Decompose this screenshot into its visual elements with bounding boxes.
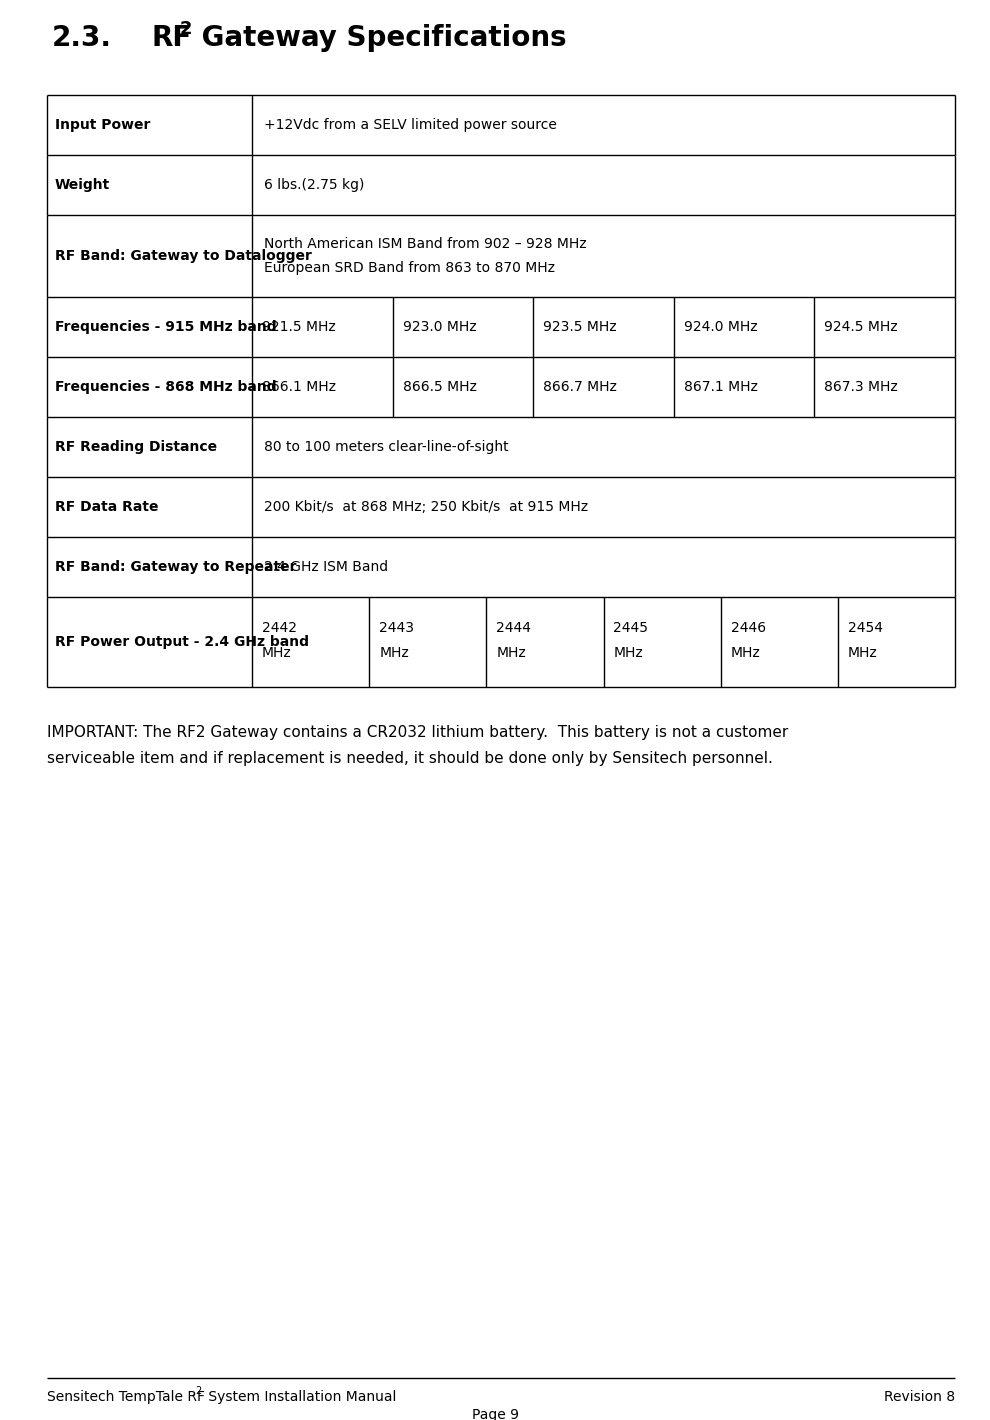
Text: MHz: MHz [262, 646, 292, 660]
Text: Revision 8: Revision 8 [884, 1390, 955, 1404]
Text: 2445: 2445 [614, 622, 648, 636]
Text: 2444: 2444 [496, 622, 532, 636]
Text: Frequencies - 915 MHz band: Frequencies - 915 MHz band [55, 320, 276, 334]
Text: MHz: MHz [379, 646, 409, 660]
Text: North American ISM Band from 902 – 928 MHz: North American ISM Band from 902 – 928 M… [264, 237, 587, 251]
Text: 924.0 MHz: 924.0 MHz [684, 320, 757, 334]
Text: 6 lbs.(2.75 kg): 6 lbs.(2.75 kg) [264, 178, 364, 192]
Text: 2446: 2446 [731, 622, 766, 636]
Text: 2.3.: 2.3. [52, 24, 112, 53]
Text: RF: RF [152, 24, 192, 53]
Text: 867.1 MHz: 867.1 MHz [684, 381, 757, 393]
Text: 924.5 MHz: 924.5 MHz [825, 320, 898, 334]
Text: 867.3 MHz: 867.3 MHz [825, 381, 898, 393]
Text: MHz: MHz [496, 646, 526, 660]
Text: 2: 2 [195, 1386, 201, 1396]
Text: RF Reading Distance: RF Reading Distance [55, 440, 217, 454]
Text: 80 to 100 meters clear-line-of-sight: 80 to 100 meters clear-line-of-sight [264, 440, 509, 454]
Text: Frequencies - 868 MHz band: Frequencies - 868 MHz band [55, 381, 276, 393]
Text: IMPORTANT: The RF2 Gateway contains a CR2032 lithium battery.  This battery is n: IMPORTANT: The RF2 Gateway contains a CR… [47, 726, 788, 740]
Text: 866.7 MHz: 866.7 MHz [544, 381, 617, 393]
Text: 2454: 2454 [847, 622, 883, 636]
Text: Sensitech TempTale RF: Sensitech TempTale RF [47, 1390, 205, 1404]
Text: System Installation Manual: System Installation Manual [204, 1390, 396, 1404]
Text: Page 9: Page 9 [471, 1409, 519, 1420]
Text: European SRD Band from 863 to 870 MHz: European SRD Band from 863 to 870 MHz [264, 261, 555, 275]
Text: 923.0 MHz: 923.0 MHz [403, 320, 476, 334]
Text: MHz: MHz [847, 646, 877, 660]
Text: 2: 2 [180, 20, 192, 38]
Text: RF Band: Gateway to Datalogger: RF Band: Gateway to Datalogger [55, 248, 312, 263]
Text: RF Power Output - 2.4 GHz band: RF Power Output - 2.4 GHz band [55, 635, 309, 649]
Text: 866.1 MHz: 866.1 MHz [262, 381, 336, 393]
Text: serviceable item and if replacement is needed, it should be done only by Sensite: serviceable item and if replacement is n… [47, 751, 773, 765]
Text: Gateway Specifications: Gateway Specifications [192, 24, 566, 53]
Text: 921.5 MHz: 921.5 MHz [262, 320, 336, 334]
Text: 2443: 2443 [379, 622, 414, 636]
Text: 200 Kbit/s  at 868 MHz; 250 Kbit/s  at 915 MHz: 200 Kbit/s at 868 MHz; 250 Kbit/s at 915… [264, 500, 588, 514]
Text: Input Power: Input Power [55, 118, 150, 132]
Text: 923.5 MHz: 923.5 MHz [544, 320, 617, 334]
Text: RF Band: Gateway to Repeater: RF Band: Gateway to Repeater [55, 559, 296, 574]
Text: 866.5 MHz: 866.5 MHz [403, 381, 476, 393]
Text: Weight: Weight [55, 178, 110, 192]
Text: +12Vdc from a SELV limited power source: +12Vdc from a SELV limited power source [264, 118, 556, 132]
Text: MHz: MHz [614, 646, 644, 660]
Text: MHz: MHz [731, 646, 760, 660]
Text: 2442: 2442 [262, 622, 297, 636]
Text: RF Data Rate: RF Data Rate [55, 500, 158, 514]
Text: 2.4 GHz ISM Band: 2.4 GHz ISM Band [264, 559, 388, 574]
